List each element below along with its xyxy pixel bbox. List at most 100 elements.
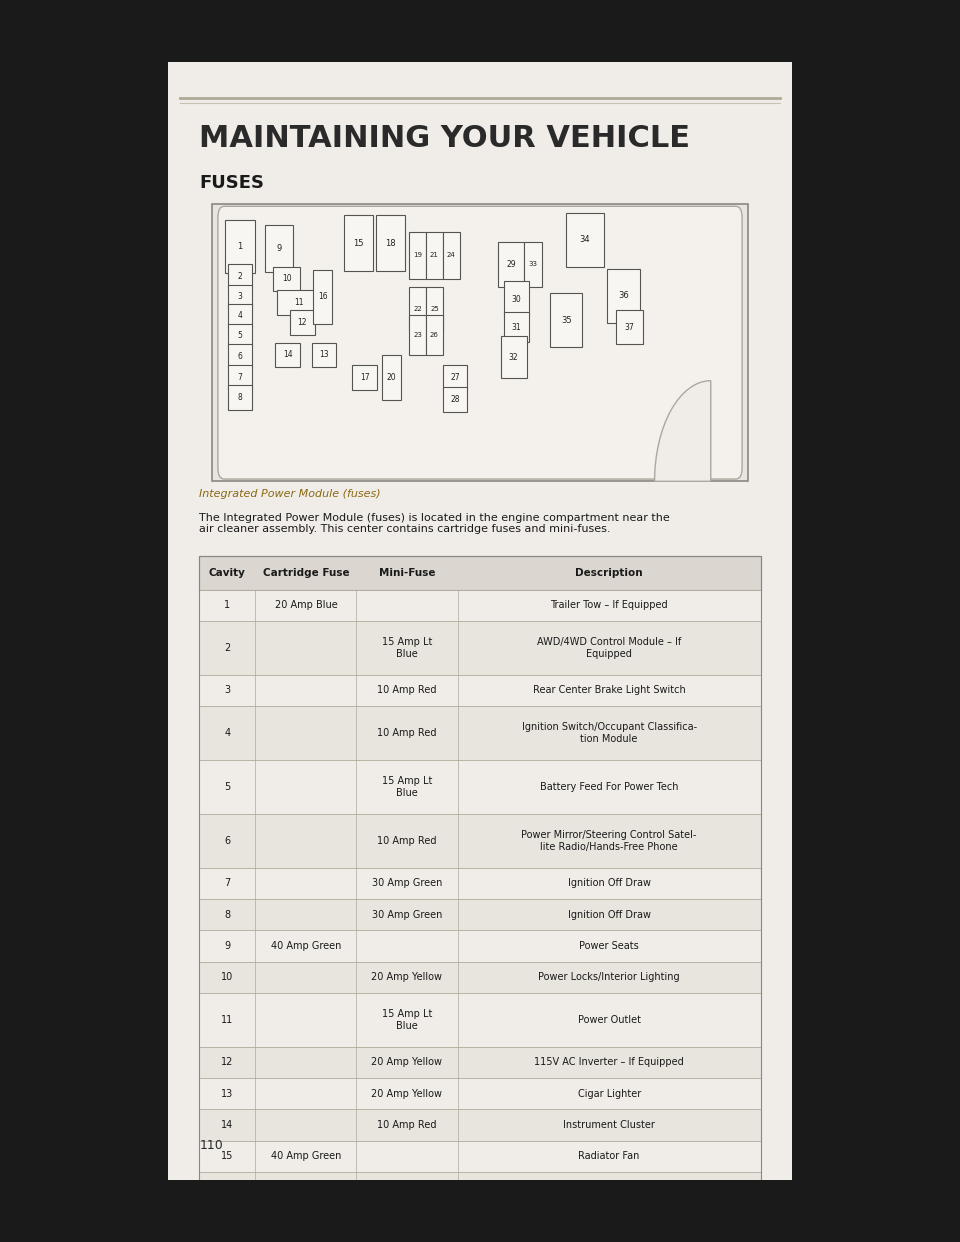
Text: 20 Amp Yellow: 20 Amp Yellow	[372, 972, 443, 982]
Bar	[444, 388, 467, 412]
Text: 25: 25	[430, 306, 439, 312]
Text: 20 Amp Yellow: 20 Amp Yellow	[372, 1057, 443, 1067]
Bar	[311, 343, 336, 368]
Text: 5: 5	[237, 332, 242, 340]
Bar	[225, 220, 254, 273]
Bar	[200, 760, 760, 814]
Text: 24: 24	[447, 252, 456, 258]
Text: 19: 19	[413, 252, 422, 258]
Bar	[200, 961, 760, 992]
Text: Wireless Control Module: Wireless Control Module	[550, 1236, 668, 1242]
Bar	[200, 556, 760, 590]
Text: 35: 35	[561, 315, 571, 325]
Text: 15 Amp Lt
Blue: 15 Amp Lt Blue	[382, 637, 432, 658]
Bar	[228, 324, 252, 348]
Text: 10: 10	[221, 972, 233, 982]
Text: 40 Amp Green: 40 Amp Green	[271, 941, 341, 951]
Bar	[265, 225, 294, 272]
Bar	[273, 267, 300, 291]
Bar	[566, 214, 604, 267]
Text: 37: 37	[625, 323, 635, 332]
Text: Description: Description	[575, 568, 643, 578]
Text: 14: 14	[283, 350, 293, 359]
Bar	[498, 242, 524, 287]
Text: 10 Amp Red: 10 Amp Red	[377, 1236, 437, 1242]
Bar	[228, 344, 252, 369]
Text: Ignition Switch/Occupant Classifica-
tion Module: Ignition Switch/Occupant Classifica- tio…	[521, 723, 697, 744]
Text: 22: 22	[413, 306, 422, 312]
Bar	[382, 355, 400, 400]
Bar	[200, 814, 760, 868]
Bar	[504, 281, 529, 317]
Bar	[376, 215, 405, 271]
Text: 23: 23	[413, 332, 422, 338]
Text: 16: 16	[221, 1194, 233, 1203]
Bar	[200, 1047, 760, 1078]
Text: 17: 17	[221, 1236, 233, 1242]
Text: Ignition Off Draw: Ignition Off Draw	[567, 878, 651, 888]
Bar	[200, 899, 760, 930]
Bar	[409, 314, 426, 355]
Text: 15 Amp Lt
Blue: 15 Amp Lt Blue	[382, 776, 432, 797]
Text: 14: 14	[221, 1120, 233, 1130]
Bar	[352, 365, 377, 390]
Text: 3: 3	[225, 686, 230, 696]
Bar	[276, 343, 300, 368]
Text: 21: 21	[430, 252, 439, 258]
Text: MAINTAINING YOUR VEHICLE: MAINTAINING YOUR VEHICLE	[200, 123, 690, 153]
Text: 29: 29	[506, 260, 516, 270]
Text: Cavity: Cavity	[209, 568, 246, 578]
Bar	[616, 310, 643, 344]
Text: 15 Amp Lt
Blue: 15 Amp Lt Blue	[382, 1187, 432, 1210]
Text: 7: 7	[237, 373, 242, 381]
Text: 17: 17	[360, 373, 370, 381]
Text: 15: 15	[221, 1151, 233, 1161]
Text: 20: 20	[387, 373, 396, 381]
Bar	[409, 232, 426, 279]
Bar	[200, 556, 760, 1242]
Bar	[200, 1172, 760, 1226]
Text: 9: 9	[276, 245, 281, 253]
Text: 31: 31	[512, 323, 521, 332]
Text: Battery Feed For Power Tech: Battery Feed For Power Tech	[540, 782, 679, 792]
Bar	[228, 284, 252, 309]
Text: 1: 1	[225, 600, 230, 610]
Text: 30 Amp Green: 30 Amp Green	[372, 878, 443, 888]
Text: 8: 8	[225, 909, 230, 919]
Text: 33: 33	[529, 261, 538, 267]
Wedge shape	[655, 380, 710, 481]
Text: Radiator Fan: Radiator Fan	[579, 1151, 640, 1161]
Text: Cigar Lighter: Cigar Lighter	[578, 1088, 640, 1099]
Text: 30 Amp Green: 30 Amp Green	[372, 909, 443, 919]
Text: 18: 18	[386, 238, 396, 247]
Text: 8: 8	[237, 392, 242, 402]
Bar	[425, 232, 444, 279]
Bar	[200, 930, 760, 961]
Bar	[200, 992, 760, 1047]
FancyBboxPatch shape	[218, 206, 742, 479]
Text: 12: 12	[298, 318, 307, 327]
Text: Trailer Tow – If Equipped: Trailer Tow – If Equipped	[550, 600, 668, 610]
Text: 15: 15	[353, 238, 364, 247]
Text: 9: 9	[225, 941, 230, 951]
Bar	[425, 287, 444, 332]
Bar	[444, 365, 467, 390]
Text: 6: 6	[225, 836, 230, 846]
Text: 10: 10	[281, 274, 292, 283]
Bar	[228, 385, 252, 410]
Text: 32: 32	[509, 353, 518, 361]
Text: 110: 110	[200, 1139, 223, 1153]
Bar	[277, 291, 321, 314]
Text: Power Outlet: Power Outlet	[578, 1015, 640, 1025]
Text: 4: 4	[237, 312, 242, 320]
Bar	[500, 335, 527, 379]
Text: Dome Lamp/Sunroof/Rear Wiper Motor: Dome Lamp/Sunroof/Rear Wiper Motor	[515, 1194, 704, 1203]
Text: 115V AC Inverter – If Equipped: 115V AC Inverter – If Equipped	[535, 1057, 684, 1067]
Text: The Integrated Power Module (fuses) is located in the engine compartment near th: The Integrated Power Module (fuses) is l…	[200, 513, 670, 534]
Text: 7: 7	[224, 878, 230, 888]
Text: 36: 36	[618, 291, 629, 301]
Text: Ignition Off Draw: Ignition Off Draw	[567, 909, 651, 919]
Text: 13: 13	[221, 1088, 233, 1099]
Text: 34: 34	[580, 235, 590, 245]
Bar	[344, 215, 372, 271]
